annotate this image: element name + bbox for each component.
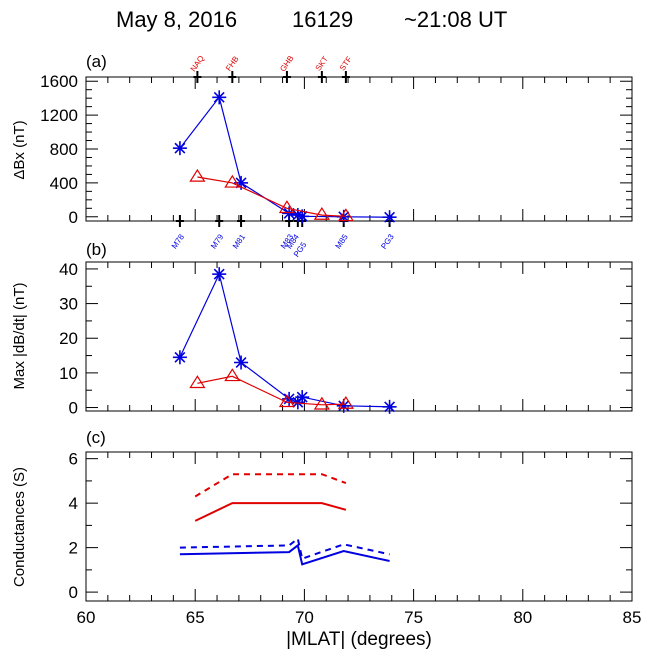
title-event: 16129 (292, 7, 353, 32)
data-point-triangle (278, 394, 296, 408)
station-label-ghb: GHB (278, 54, 295, 73)
title-time: ~21:08 UT (404, 7, 507, 32)
y-tick-label-b: 20 (59, 329, 78, 348)
panel-c-tag: (c) (86, 428, 106, 447)
x-tick-label: 65 (186, 608, 205, 627)
triangle-shape (313, 396, 330, 410)
asterisk-stroke (213, 91, 225, 103)
triangle-shape (337, 395, 354, 409)
series-line-c-red-solid (194, 502, 347, 522)
panel-b: (b) Max |dB/dt| (nT) (11, 240, 633, 412)
data-point-asterisk (172, 350, 187, 365)
triangle-shape (224, 368, 241, 382)
station-label-skt: SKT (314, 55, 330, 73)
data-point-triangle (189, 168, 206, 182)
panel-a-ylabel: ΔBx (nT) (11, 120, 28, 179)
y-tick-label-a: 400 (50, 174, 78, 193)
data-point-asterisk (382, 210, 397, 225)
data-point-asterisk (382, 399, 397, 414)
series-line-c-blue-dashed (179, 536, 390, 561)
x-tick-label: 85 (623, 608, 642, 627)
asterisk-stroke (384, 401, 396, 413)
triangle-shape (189, 168, 206, 182)
asterisk-stroke (174, 142, 186, 154)
panel-c: (c) Conductances (S) (11, 428, 633, 602)
x-tick-label: 70 (295, 608, 314, 627)
y-tick-label-c: 6 (69, 450, 78, 469)
panel-b-ylabel: Max |dB/dt| (nT) (11, 283, 28, 390)
station-label-stf: STF (338, 55, 354, 73)
panel-a-tag: (a) (86, 52, 107, 71)
y-tick-label-a: 1200 (40, 106, 78, 125)
station-label-naq: NAQ (189, 54, 206, 73)
asterisk-stroke (174, 351, 186, 363)
data-point-asterisk (172, 141, 187, 156)
triangle-shape (337, 208, 354, 222)
panel-c-frame (85, 451, 633, 602)
asterisk-stroke (235, 177, 247, 189)
y-tick-label-b: 10 (59, 364, 78, 383)
data-point-asterisk (212, 90, 227, 105)
y-tick-label-c: 4 (69, 494, 78, 513)
asterisk-stroke (338, 400, 350, 412)
asterisk-stroke (235, 357, 247, 368)
asterisk-stroke (384, 211, 396, 223)
station-label-m81: M81 (231, 232, 248, 250)
asterisk-stroke (296, 391, 308, 403)
data-point-triangle (224, 368, 241, 382)
station-label-m85: M85 (334, 232, 351, 250)
x-tick-label: 75 (404, 608, 423, 627)
title-date: May 8, 2016 (116, 7, 237, 32)
series-line-b-red (197, 375, 346, 406)
series-line-a-red (197, 176, 346, 217)
station-label-pg3: PG3 (379, 232, 396, 251)
series-line-a-blue (179, 95, 390, 218)
station-label-m78: M78 (170, 232, 187, 250)
panel-a-frame (85, 76, 633, 222)
data-point-triangle (313, 206, 330, 220)
panel-b-tag: (b) (86, 240, 107, 259)
triangle-shape (278, 394, 296, 408)
y-tick-label-a: 1600 (40, 72, 78, 91)
y-tick-label-b: 0 (69, 399, 78, 418)
y-tick-label-a: 0 (69, 208, 78, 227)
series-line-c-red-dashed (194, 473, 347, 498)
data-point-asterisk (212, 267, 227, 282)
triangle-shape (313, 206, 330, 220)
y-tick-label-c: 2 (69, 539, 78, 558)
data-point-asterisk (234, 355, 249, 370)
panel-b-frame (85, 261, 633, 412)
data-point-triangle (337, 208, 354, 222)
y-tick-label-a: 800 (50, 140, 78, 159)
triangle-shape (189, 375, 206, 389)
triangle-shape (278, 200, 296, 214)
asterisk-stroke (296, 210, 308, 222)
data-point-asterisk (295, 390, 310, 405)
y-tick-label-b: 30 (59, 295, 78, 314)
y-tick-label-b: 40 (59, 260, 78, 279)
panel-c-ylabel: Conductances (S) (11, 467, 28, 587)
y-tick-label-c: 0 (69, 583, 78, 602)
x-tick-label: 60 (77, 608, 96, 627)
data-point-triangle (189, 375, 206, 389)
station-label-fhb: FHB (224, 54, 241, 72)
asterisk-stroke (213, 268, 225, 280)
data-point-triangle (224, 174, 241, 188)
x-tick-label: 80 (513, 608, 532, 627)
series-line-b-blue (179, 272, 390, 408)
x-axis-label: |MLAT| (degrees) (286, 629, 432, 650)
data-point-triangle (313, 396, 330, 410)
series-line-c-blue-solid (179, 543, 390, 566)
data-point-triangle (278, 200, 296, 214)
data-point-triangle (337, 395, 354, 409)
triangle-shape (224, 174, 241, 188)
asterisk-stroke (292, 209, 304, 221)
station-label-m79: M79 (209, 232, 226, 250)
